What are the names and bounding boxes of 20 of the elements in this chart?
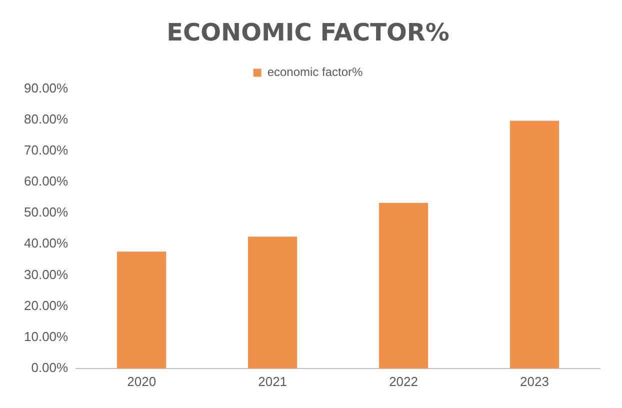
y-tick-label: 90.00% [24,80,69,96]
x-tick-label: 2020 [127,374,156,389]
bar [117,252,166,368]
y-tick-label: 10.00% [24,328,69,344]
x-tick-label: 2022 [389,374,418,389]
y-tick-label: 60.00% [24,174,69,189]
y-tick-label: 0.00% [31,360,69,375]
y-tick-label: 70.00% [24,142,69,158]
y-tick-label: 50.00% [24,204,69,220]
y-tick-label: 80.00% [24,111,69,126]
x-tick-label: 2023 [520,374,549,389]
y-tick-label: 20.00% [24,298,69,313]
x-tick-label: 2021 [258,374,288,389]
chart-title: ECONOMIC FACTOR% [166,18,450,47]
bar [248,236,298,368]
bar [510,120,560,368]
y-tick-label: 30.00% [24,266,69,282]
y-tick-label: 40.00% [24,236,69,251]
legend-label: economic factor% [267,65,364,80]
bar [378,202,428,368]
